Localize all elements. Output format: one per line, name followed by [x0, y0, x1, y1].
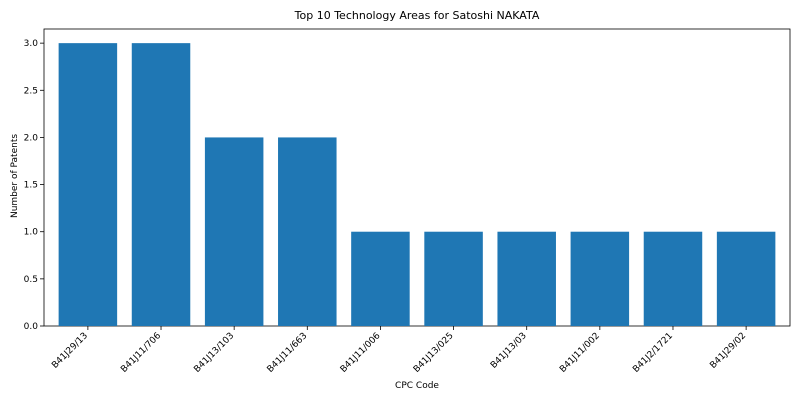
x-tick-label-5: B41J11/006 — [339, 331, 383, 375]
x-axis-label: CPC Code — [395, 381, 439, 391]
bar-7 — [497, 232, 556, 326]
y-tick-label-2: 0.5 — [24, 275, 38, 285]
x-tick-label-7: B41J13/03 — [489, 331, 529, 371]
y-tick-label-7: 3.0 — [24, 39, 39, 49]
x-tick-label-2: B41J11/706 — [119, 331, 163, 375]
plot-area: B41J29/13 B41J11/706 B41J13/103 B41J11/663 B… — [24, 29, 790, 375]
y-tick-label-3: 1.0 — [24, 228, 39, 238]
bar-10 — [717, 232, 776, 326]
bar-2 — [132, 43, 191, 326]
bar-4 — [278, 137, 337, 326]
bar-3 — [205, 137, 264, 326]
x-tick-label-1: B41J29/13 — [50, 331, 90, 371]
y-tick-label-1: 0.0 — [24, 322, 39, 332]
x-tick-label-4: B41J11/663 — [266, 331, 310, 375]
bar-6 — [424, 232, 483, 326]
y-axis-label: Number of Patents — [10, 134, 20, 218]
x-tick-label-3: B41J13/103 — [192, 331, 236, 375]
bar-9 — [644, 232, 703, 326]
bar-8 — [571, 232, 630, 326]
y-tick-label-5: 2.0 — [24, 133, 39, 143]
bar-5 — [351, 232, 410, 326]
y-tick-label-4: 1.5 — [24, 181, 38, 191]
x-tick-label-9: B41J2/1721 — [631, 331, 675, 375]
x-tick-label-10: B41J29/02 — [708, 331, 748, 371]
x-tick-label-6: B41J13/025 — [412, 331, 456, 375]
chart-title: Top 10 Technology Areas for Satoshi NAKA… — [294, 9, 540, 22]
y-tick-label-6: 2.5 — [24, 86, 38, 96]
bar-1 — [59, 43, 118, 326]
x-tick-label-8: B41J11/002 — [558, 331, 602, 375]
